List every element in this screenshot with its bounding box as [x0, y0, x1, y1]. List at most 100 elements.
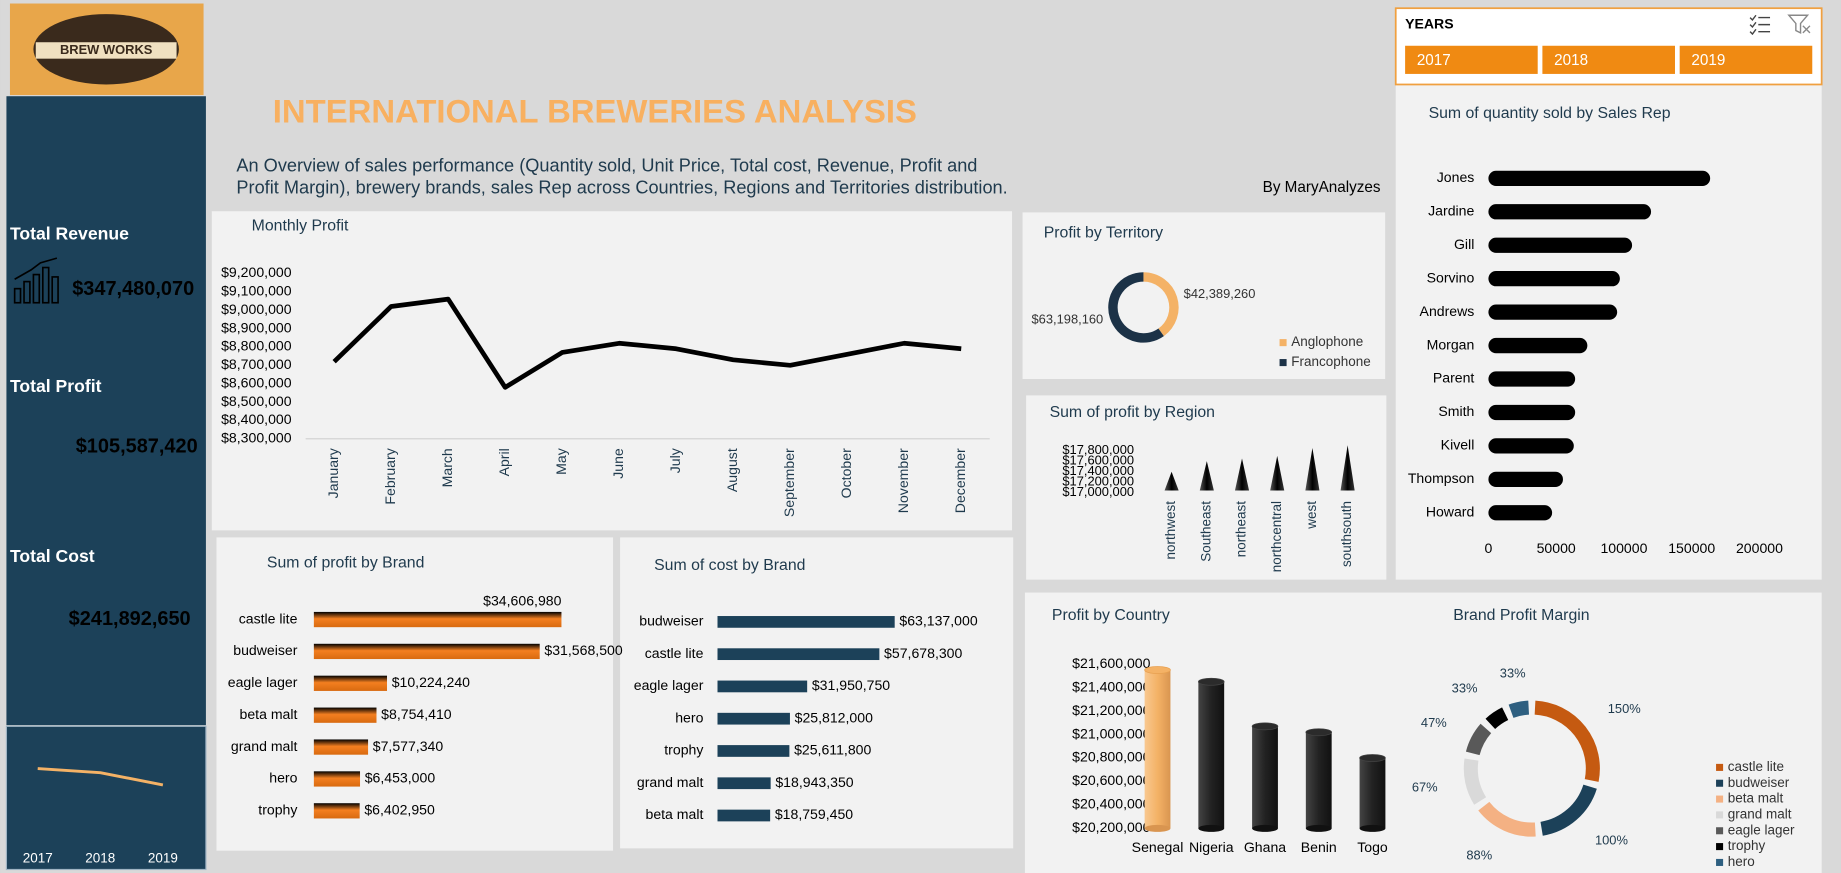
bar: [313, 803, 360, 819]
x-tick-label: February: [382, 447, 398, 504]
x-tick-label: January: [325, 447, 341, 498]
bar: [717, 680, 808, 693]
donut-segment: [1465, 723, 1492, 756]
donut-segment: [1108, 272, 1164, 343]
x-tick-label: 150000: [1668, 540, 1715, 556]
legend-swatch: [1716, 811, 1724, 819]
y-tick-label: budweiser: [233, 642, 297, 658]
kpi-label: Total Revenue: [10, 223, 129, 243]
bar: [1488, 471, 1563, 487]
x-tick-label: northcentral: [1269, 501, 1284, 572]
line: [332, 296, 962, 390]
bar: [313, 739, 369, 755]
bar: [313, 611, 562, 628]
y-tick-label: Howard: [1426, 503, 1475, 519]
y-tick-label: budweiser: [639, 613, 703, 629]
bar-cap: [1251, 722, 1279, 731]
y-tick-label: grand malt: [637, 774, 704, 790]
donut-segment: [1143, 272, 1179, 337]
kpi-panel: [6, 96, 206, 726]
bar-cap: [1359, 754, 1386, 762]
bar: [717, 648, 880, 661]
bar: [313, 643, 540, 660]
x-tick-label: April: [496, 448, 512, 476]
data-label: $34,606,980: [483, 593, 561, 609]
y-tick-label: $21,000,000: [1072, 725, 1150, 741]
legend-swatch: [1716, 843, 1724, 851]
logo-ribbon: [35, 42, 177, 59]
slicer-button-label[interactable]: 2019: [1691, 52, 1725, 69]
legend-swatch: [1716, 763, 1724, 771]
y-tick-label: $8,600,000: [221, 374, 292, 390]
legend-label: beta malt: [1728, 791, 1784, 806]
data-label: $31,950,750: [812, 677, 890, 693]
spark-panel: [5, 725, 207, 871]
x-tick-label: northwest: [1163, 501, 1178, 560]
subtitle-line: An Overview of sales performance (Quanti…: [236, 155, 977, 175]
data-label: 67%: [1412, 780, 1438, 795]
data-label: $18,943,350: [775, 774, 853, 790]
bar: [1488, 404, 1576, 421]
x-tick-label: northeast: [1234, 501, 1249, 557]
bar: [1198, 681, 1225, 829]
data-label: $6,402,950: [364, 802, 435, 818]
slicer-button[interactable]: [1542, 45, 1675, 74]
data-label: $57,678,300: [884, 645, 962, 661]
slicer-button[interactable]: [1679, 45, 1813, 74]
kpi-label: Total Profit: [10, 376, 102, 396]
data-label: $18,759,450: [775, 806, 853, 822]
bar: [717, 745, 790, 757]
data-label: $42,389,260: [1184, 286, 1256, 301]
x-tick-label: March: [439, 448, 455, 487]
data-label: 100%: [1595, 833, 1628, 848]
data-label: $63,198,160: [1032, 312, 1104, 327]
bar: [1488, 170, 1711, 186]
bar: [717, 809, 771, 822]
slicer-button-label[interactable]: 2017: [1417, 52, 1451, 69]
data-label: 47%: [1421, 715, 1447, 730]
data-label: 33%: [1500, 666, 1526, 681]
chart-title: Profit by Territory: [1044, 225, 1163, 242]
bar-cap: [1198, 677, 1225, 686]
chart-title: Sum of cost by Brand: [654, 557, 805, 574]
panel: [620, 537, 1014, 849]
data-label: $25,611,800: [794, 742, 871, 758]
bar: [1144, 670, 1171, 829]
slicer-title: YEARS: [1405, 15, 1454, 31]
data-label: $63,137,000: [899, 613, 977, 629]
kpi-value: $241,892,650: [69, 608, 191, 630]
bar-cap: [1305, 728, 1333, 737]
y-tick-label: $17,000,000: [1062, 484, 1134, 499]
x-tick-label: Ghana: [1244, 839, 1286, 855]
slicer-button-label[interactable]: 2018: [1554, 52, 1588, 69]
bar: [717, 712, 790, 725]
subtitle-line: Profit Margin), brewery brands, sales Re…: [236, 178, 1007, 198]
x-tick-label: August: [724, 448, 740, 492]
donut-segment: [1540, 784, 1597, 836]
y-tick-label: castle lite: [645, 645, 704, 661]
panel: [211, 211, 1013, 531]
y-tick-label: grand malt: [231, 738, 298, 754]
y-tick-label: $8,500,000: [221, 393, 292, 409]
slicer-button[interactable]: [1405, 45, 1538, 74]
x-tick-label: September: [781, 448, 797, 517]
data-label: 150%: [1608, 701, 1641, 716]
bar: [717, 777, 771, 790]
chart-title: Sum of profit by Region: [1050, 404, 1215, 421]
y-tick-label: $17,800,000: [1062, 442, 1134, 457]
y-tick-label: Jardine: [1428, 203, 1474, 219]
bar-base: [1198, 824, 1225, 832]
bar: [1252, 726, 1278, 829]
x-tick-label: July: [667, 447, 683, 473]
y-tick-label: hero: [675, 709, 703, 725]
x-tick-label: Togo: [1357, 839, 1388, 855]
data-label: $25,812,000: [795, 709, 873, 725]
x-tick-label: Southeast: [1198, 501, 1213, 562]
x-tick-label: Senegal: [1132, 839, 1184, 855]
slicer-multiselect-icon[interactable]: [1749, 14, 1771, 36]
slicer-clear-icon[interactable]: [1787, 14, 1811, 34]
x-tick-label: November: [895, 448, 911, 513]
x-tick-label: Benin: [1301, 839, 1337, 855]
bar: [1488, 371, 1576, 387]
bar: [1488, 505, 1553, 521]
